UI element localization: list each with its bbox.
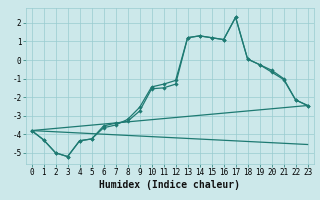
X-axis label: Humidex (Indice chaleur): Humidex (Indice chaleur) [99, 180, 240, 190]
